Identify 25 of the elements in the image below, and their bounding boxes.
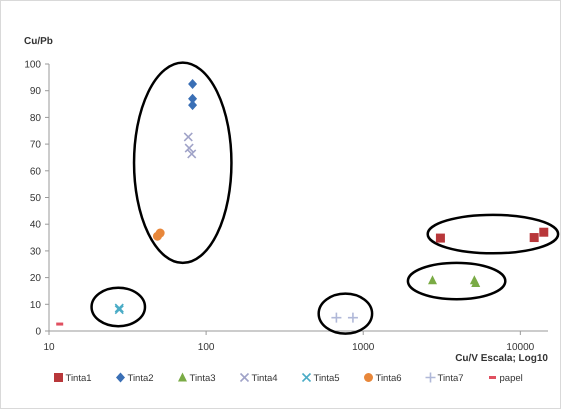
y-tick-label: 70 [30,140,42,151]
x-tick-label: 10 [43,342,55,353]
y-tick-label: 10 [30,300,42,311]
y-tick-label: 100 [24,60,42,70]
legend-label: Tinta4 [252,373,278,384]
legend-label: Tinta5 [314,373,340,384]
x-tick-label: 1000 [352,342,375,353]
legend-label: Tinta6 [376,373,402,384]
y-tick-label: 30 [30,246,42,258]
y-tick-label: 0 [35,326,42,338]
y-tick-label: 60 [30,166,42,178]
y-tick-label: 90 [30,86,42,98]
y-tick-label: 20 [30,273,42,284]
y-tick-label: 50 [30,193,42,204]
legend-label: Tinta1 [66,373,92,384]
x-tick-label: 100 [198,342,215,353]
legend-label: papel [500,373,523,384]
legend-label: Tinta7 [438,373,464,384]
legend-label: Tinta2 [128,373,154,384]
y-tick-label: 80 [30,112,42,124]
y-tick-label: 40 [30,220,42,231]
legend-label: Tinta3 [190,373,216,384]
x-axis-title: Cu/V Escala; Log10 [455,353,548,364]
y-axis-title: Cu/Pb [24,36,53,47]
x-tick-label: 10000 [506,342,535,353]
